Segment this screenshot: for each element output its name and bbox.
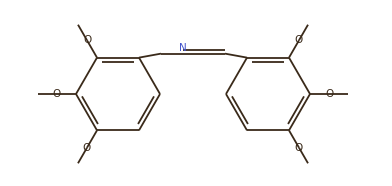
Text: O: O <box>83 143 91 153</box>
Text: O: O <box>83 35 91 45</box>
Text: N: N <box>179 43 187 53</box>
Text: O: O <box>326 89 334 99</box>
Text: O: O <box>295 143 303 153</box>
Text: O: O <box>295 35 303 45</box>
Text: O: O <box>52 89 60 99</box>
